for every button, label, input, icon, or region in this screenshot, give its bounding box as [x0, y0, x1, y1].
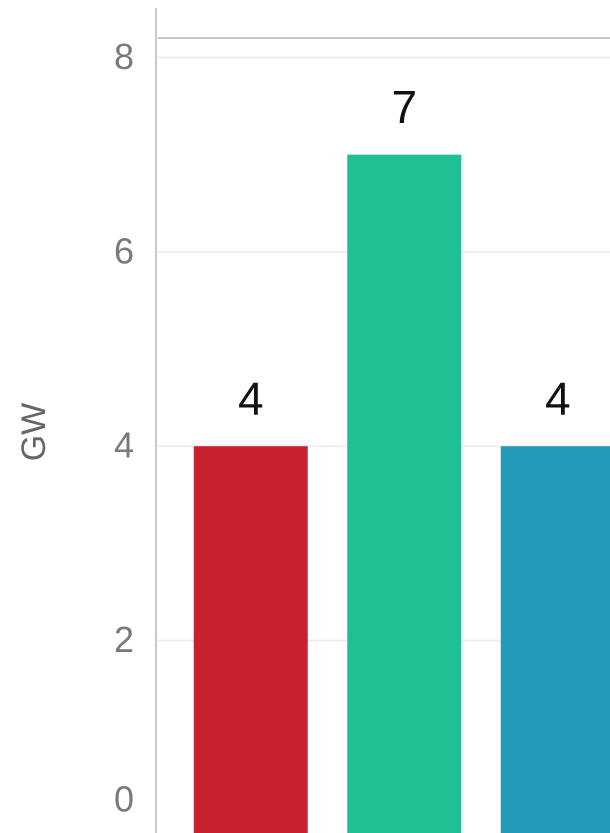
- value-label: 4: [238, 372, 264, 424]
- y-tick-label: 6: [114, 230, 134, 271]
- y-tick-label: 0: [114, 779, 134, 820]
- y-tick-label: 8: [114, 36, 134, 77]
- y-tick-label: 2: [114, 619, 134, 660]
- y-tick-label: 4: [114, 425, 134, 466]
- y-axis-title: GW: [15, 403, 53, 462]
- bar: [193, 446, 308, 833]
- value-label: 7: [391, 81, 417, 133]
- value-label: 4: [545, 372, 571, 424]
- bar: [500, 446, 610, 833]
- bar: [347, 154, 462, 833]
